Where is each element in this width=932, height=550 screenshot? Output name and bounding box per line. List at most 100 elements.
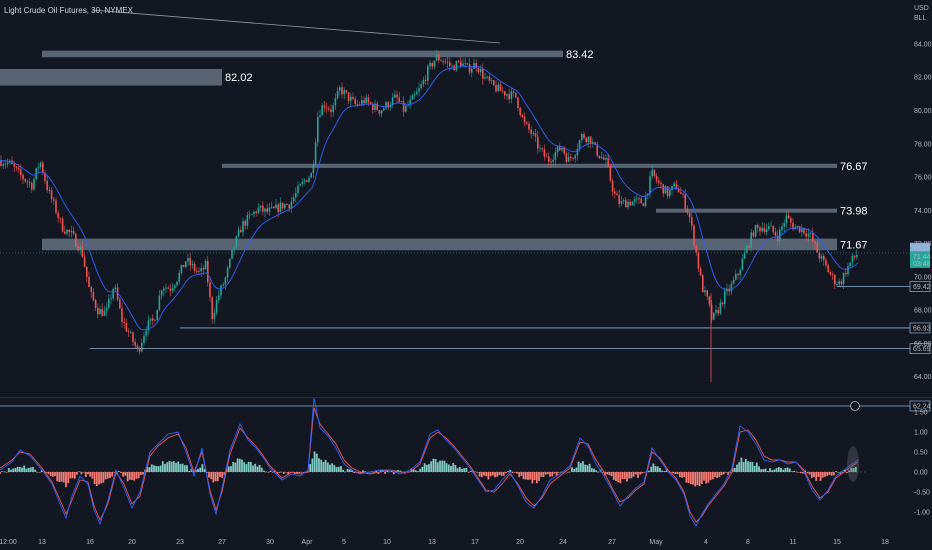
candle-body <box>552 159 554 162</box>
histogram-bar <box>467 472 470 473</box>
histogram-bar <box>740 457 743 472</box>
candle-body <box>548 156 550 162</box>
zone-label: 76.67 <box>840 161 868 173</box>
candle-body <box>761 227 763 232</box>
candle-body <box>596 143 598 156</box>
histogram-bar <box>62 472 65 483</box>
histogram-bar <box>34 469 37 472</box>
candle-body <box>191 263 194 266</box>
time-tick-label: May <box>649 539 663 546</box>
histogram-bar <box>419 468 422 472</box>
candle-body <box>715 309 717 313</box>
histogram-bar <box>199 467 202 472</box>
candle-body <box>79 246 81 251</box>
candle-body <box>273 206 275 209</box>
candle-body <box>592 142 594 145</box>
histogram-bar <box>782 469 785 472</box>
histogram-bar <box>111 472 114 477</box>
histogram-bar <box>51 472 54 477</box>
candle-body <box>4 163 7 165</box>
candle-body <box>706 290 708 297</box>
candle-body <box>647 193 649 196</box>
candle-body <box>488 76 491 81</box>
histogram-bar <box>520 472 523 476</box>
histogram-bar <box>546 472 549 475</box>
osc-tick-label: -0.50 <box>914 490 930 497</box>
histogram-bar <box>135 472 138 479</box>
candle-body <box>697 252 700 269</box>
candle-body <box>372 103 374 110</box>
histogram-bar <box>443 460 446 472</box>
candle-body <box>83 256 86 267</box>
candle-body <box>699 268 702 276</box>
level-price-text: 62.24 <box>913 403 931 410</box>
candle-body <box>279 202 282 212</box>
histogram-bar <box>21 467 23 472</box>
histogram-bar <box>480 472 483 478</box>
histogram-bar <box>835 471 837 472</box>
candle-body <box>200 268 202 272</box>
candle-body <box>44 173 46 181</box>
candle-body <box>141 342 143 352</box>
histogram-bar <box>278 472 281 473</box>
histogram-bar <box>214 472 217 482</box>
candle-body <box>541 148 543 150</box>
histogram-bar <box>428 464 430 472</box>
level-price-tag <box>909 322 931 334</box>
candle-body <box>792 222 794 230</box>
time-tick-label: 4 <box>704 539 708 546</box>
histogram-bar <box>392 472 395 475</box>
candle-body <box>521 114 524 117</box>
histogram-bar <box>549 472 551 477</box>
candle-body <box>156 310 158 321</box>
candle-body <box>746 245 748 253</box>
histogram-bar <box>170 461 173 472</box>
candle-body <box>55 200 57 213</box>
candle-body <box>264 208 266 212</box>
histogram-bar <box>821 472 824 478</box>
histogram-bar <box>359 472 362 474</box>
histogram-bar <box>384 472 386 474</box>
price-tag-countdown: 03:48 <box>913 261 931 268</box>
histogram-bar <box>287 472 290 475</box>
histogram-bar <box>205 472 208 473</box>
candle-body <box>244 221 246 226</box>
histogram-bar <box>650 466 653 472</box>
candle-body <box>317 116 319 143</box>
histogram-bar <box>637 472 639 478</box>
candle-body <box>389 104 392 108</box>
candle-body <box>123 322 125 323</box>
histogram-bar <box>234 462 237 472</box>
histogram-bar <box>1 471 4 472</box>
histogram-bar <box>311 458 314 472</box>
histogram-bar <box>579 463 582 472</box>
time-tick-label: 11 <box>789 539 796 546</box>
candle-body <box>490 80 493 82</box>
histogram-bar <box>249 462 252 472</box>
candle-body <box>105 307 108 311</box>
zones: 83.42 82.02 76.67 73.98 71.67 <box>0 49 868 251</box>
histogram-bar <box>612 472 615 480</box>
histogram-bar <box>522 472 525 480</box>
candle-body <box>394 94 396 98</box>
histogram-bar <box>672 472 675 474</box>
candle-body <box>198 270 200 272</box>
candle-body <box>405 106 407 112</box>
candle-body <box>290 201 293 209</box>
candle-body <box>167 287 169 289</box>
histogram-bar <box>608 472 611 476</box>
time-tick-label: 12:00 <box>0 539 17 546</box>
candle-body <box>347 92 350 101</box>
candle-body <box>233 247 235 251</box>
histogram-bar <box>0 472 1 474</box>
candle-body <box>486 76 488 78</box>
candle-body <box>653 169 656 177</box>
candle-body <box>743 252 746 259</box>
histogram-bar <box>562 471 565 473</box>
histogram-bar <box>329 464 331 472</box>
histogram-bar <box>364 471 367 472</box>
histogram-bar <box>340 466 342 472</box>
price-tag-high-text: 71.75 <box>913 245 931 252</box>
